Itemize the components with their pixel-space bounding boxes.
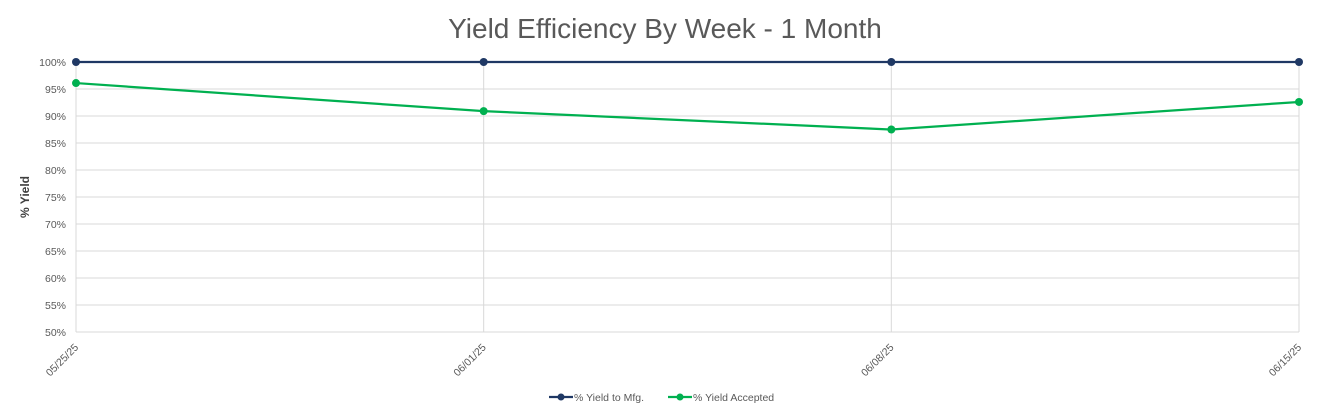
- series-1: [72, 58, 1303, 66]
- x-tick-label: 06/01/25: [451, 342, 488, 379]
- y-tick-label: 60%: [45, 273, 66, 285]
- data-point: [887, 58, 896, 66]
- chart-title: Yield Efficiency By Week - 1 Month: [448, 13, 882, 44]
- series-group: [72, 58, 1303, 134]
- y-axis-label: % Yield: [18, 176, 32, 218]
- data-point: [479, 58, 488, 66]
- legend-swatch-marker: [676, 393, 684, 401]
- y-tick-label: 65%: [45, 246, 66, 258]
- y-tick-label: 90%: [45, 111, 66, 123]
- legend: % Yield to Mfg. % Yield Accepted: [549, 392, 774, 404]
- y-tick-label: 50%: [45, 327, 66, 339]
- y-tick-label: 55%: [45, 300, 66, 312]
- data-point: [887, 125, 896, 134]
- x-axis-ticks: 05/25/25 06/01/25 06/08/25 06/15/25: [44, 342, 1304, 379]
- y-tick-label: 80%: [45, 165, 66, 177]
- x-tick-label: 06/15/25: [1267, 342, 1304, 379]
- gridlines: [75, 61, 1300, 333]
- series-line: [75, 81, 1300, 131]
- y-axis-ticks: 50% 55% 60% 65% 70% 75% 80% 85% 90% 95% 100%: [39, 57, 66, 339]
- legend-label: % Yield to Mfg.: [574, 392, 644, 404]
- data-point: [72, 79, 80, 88]
- data-point: [479, 107, 488, 116]
- y-tick-label: 95%: [45, 84, 66, 96]
- legend-item: % Yield Accepted: [668, 392, 774, 404]
- x-tick-label: 05/25/25: [44, 342, 81, 379]
- y-tick-label: 100%: [39, 57, 66, 69]
- x-tick-label: 06/08/25: [859, 342, 896, 379]
- legend-label: % Yield Accepted: [693, 392, 774, 404]
- data-point: [1295, 58, 1303, 66]
- data-point: [1295, 97, 1303, 106]
- y-tick-label: 75%: [45, 192, 66, 204]
- y-tick-label: 85%: [45, 138, 66, 150]
- y-tick-label: 70%: [45, 219, 66, 231]
- series-2: [72, 79, 1303, 134]
- legend-item: % Yield to Mfg.: [549, 392, 644, 404]
- legend-swatch-marker: [557, 393, 565, 401]
- data-point: [72, 58, 80, 66]
